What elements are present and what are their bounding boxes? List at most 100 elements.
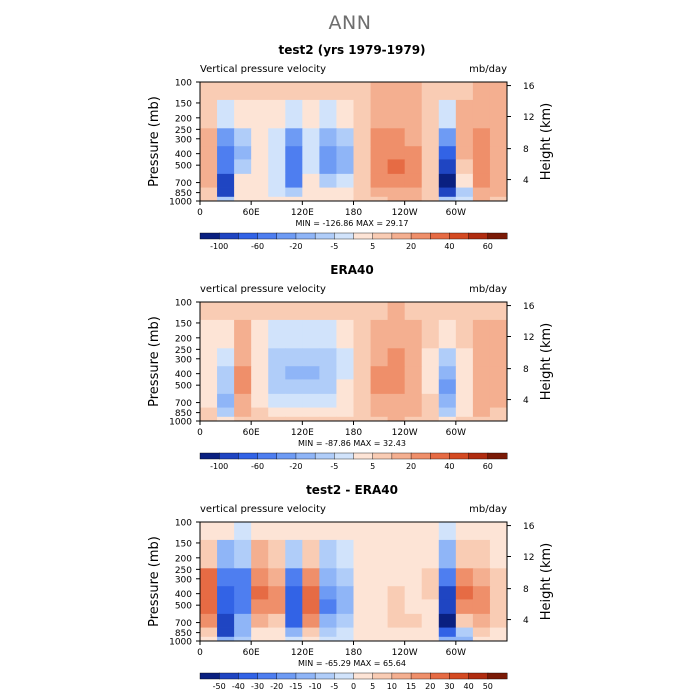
heat-cell — [336, 586, 354, 600]
heat-cell — [455, 522, 474, 541]
heat-cell — [404, 599, 423, 615]
heat-cell — [370, 522, 389, 541]
heat-cell — [234, 586, 252, 600]
heat-cell — [251, 613, 269, 628]
colorbar-swatch — [257, 452, 278, 460]
longitude-tick-label: 180 — [345, 648, 362, 658]
panel-subtitle-right: mb/day — [469, 284, 507, 295]
colorbar-swatch — [487, 672, 508, 680]
colorbar-swatch — [372, 452, 393, 460]
heat-cell — [489, 379, 508, 395]
heat-cell — [370, 82, 389, 101]
heat-cell — [217, 599, 235, 615]
heat-cell — [455, 613, 474, 628]
heat-cell — [319, 522, 337, 541]
heat-cell — [285, 416, 303, 422]
heat-cell — [489, 522, 508, 541]
pressure-tick-label: 300 — [175, 135, 192, 145]
heat-cell — [251, 196, 269, 202]
heat-cell — [353, 379, 371, 395]
colorbar-swatch — [468, 672, 489, 680]
colorbar-label: -10 — [309, 682, 322, 691]
longitude-tick-label: 120E — [291, 428, 314, 438]
pressure-tick-label: 200 — [175, 334, 192, 344]
heat-cell — [353, 128, 371, 147]
heat-cell — [404, 196, 423, 202]
colorbar-label: 0 — [351, 682, 356, 691]
longitude-tick-label: 60W — [446, 208, 466, 218]
colorbar-swatch — [487, 452, 508, 460]
heat-cell — [234, 627, 252, 638]
heat-cell — [268, 636, 286, 642]
heat-cell — [370, 393, 389, 408]
heat-cell — [421, 159, 440, 175]
pressure-tick-label: 200 — [175, 554, 192, 564]
heat-cell — [234, 393, 252, 408]
heat-cell — [421, 128, 440, 147]
colorbar-label: 50 — [483, 682, 493, 691]
height-tick-label: 16 — [523, 522, 535, 532]
colorbar-label: 5 — [370, 242, 375, 251]
heat-cell — [421, 539, 440, 569]
heat-cell — [421, 627, 440, 638]
colorbar-swatch — [391, 672, 412, 680]
heat-cell — [472, 613, 491, 628]
heat-cell — [234, 348, 252, 367]
heat-cell — [336, 522, 354, 541]
y-axis-title: Pressure (mb) — [147, 316, 162, 407]
pressure-tick-label: 1000 — [169, 418, 192, 428]
heat-cell — [438, 196, 457, 202]
heat-cell — [438, 99, 457, 129]
heat-cell — [285, 379, 303, 395]
heat-cell — [302, 586, 320, 600]
colorbar-swatch — [199, 452, 220, 460]
colorbar-swatch — [295, 452, 316, 460]
heat-cell — [200, 128, 218, 147]
heat-cell — [455, 196, 474, 202]
pressure-tick-label: 250 — [175, 126, 192, 136]
heat-cell — [336, 173, 354, 188]
heat-cell — [353, 522, 371, 541]
heat-cell — [200, 187, 218, 198]
heat-cell — [353, 416, 371, 422]
heat-cell — [387, 128, 406, 147]
colorbar-swatch — [218, 672, 239, 680]
heat-cell — [200, 613, 218, 628]
longitude-tick-label: 60E — [243, 208, 260, 218]
heat-cell — [285, 348, 303, 367]
heat-cell — [472, 348, 491, 367]
panel-subtitle-left: Vertical pressure velocity — [200, 64, 326, 75]
heat-cell — [319, 146, 337, 160]
heat-cell — [319, 128, 337, 147]
heat-cell — [387, 568, 406, 587]
heat-cell — [268, 522, 286, 541]
colorbar-swatch — [430, 672, 450, 680]
heat-cell — [455, 99, 474, 129]
colorbar-swatch — [372, 232, 393, 240]
heat-cell — [251, 366, 269, 380]
heat-cell — [438, 173, 457, 188]
heat-cell — [472, 196, 491, 202]
heat-cell — [302, 599, 320, 615]
heat-cell — [319, 613, 337, 628]
stats-label: MIN = -87.86 MAX = 32.43 — [298, 439, 406, 448]
heat-cell — [353, 319, 371, 349]
heat-cell — [455, 173, 474, 188]
panel-title: test2 - ERA40 — [306, 483, 398, 497]
heat-cell — [387, 627, 406, 638]
heat-cell — [489, 146, 508, 160]
heat-cell — [319, 586, 337, 600]
colorbar-swatch — [314, 232, 335, 240]
colorbar-swatch — [276, 232, 297, 240]
heat-cell — [268, 99, 286, 129]
heat-cell — [421, 407, 440, 418]
colorbar-label: 15 — [406, 682, 416, 691]
heat-cell — [370, 599, 389, 615]
heat-cell — [217, 302, 235, 321]
heat-cell — [302, 159, 320, 175]
heat-cell — [268, 128, 286, 147]
heat-cell — [455, 636, 474, 642]
heat-cell — [438, 319, 457, 349]
heat-cell — [353, 627, 371, 638]
heat-cell — [370, 302, 389, 321]
